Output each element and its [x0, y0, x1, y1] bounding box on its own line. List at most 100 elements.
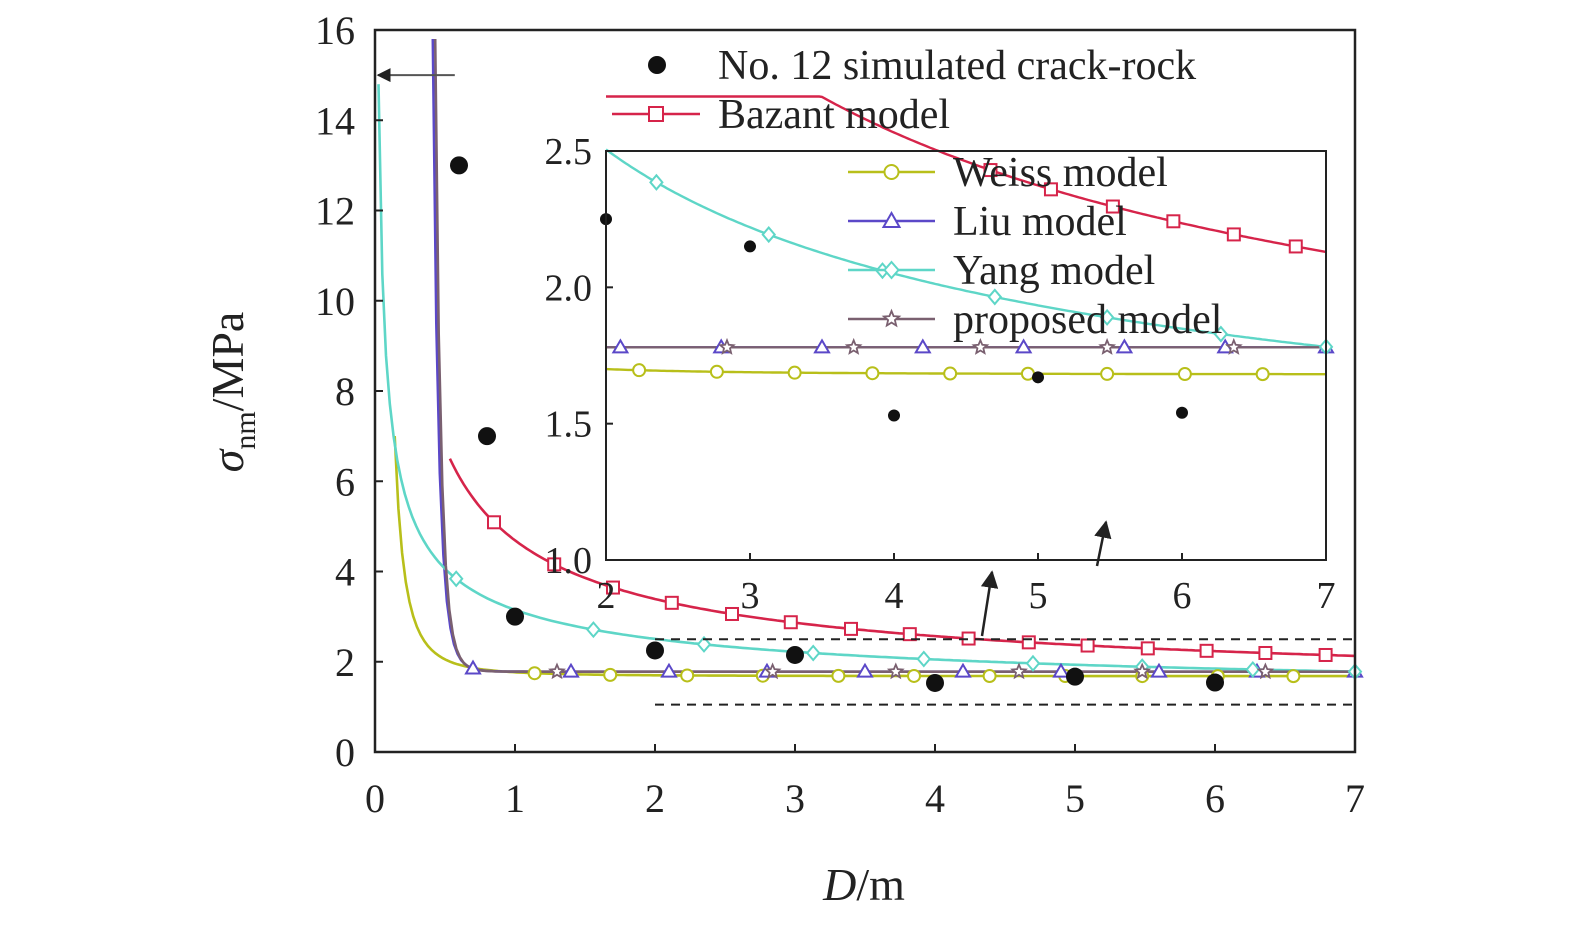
main-data-point — [1066, 667, 1084, 686]
legend-label-weiss-model: Weiss model — [953, 150, 1168, 196]
inset-marker-weiss-model — [1177, 367, 1192, 382]
inset-marker-weiss-model — [1255, 367, 1270, 382]
inset-x-tick-label-2: 2 — [597, 575, 616, 617]
annotation-arrows — [376, 68, 1112, 637]
x-tick-label-5: 5 — [1065, 776, 1085, 821]
inset-frame — [605, 150, 1327, 561]
main-marker-liu-model — [464, 659, 482, 675]
legend-marker-no-12-simulated-crack-rock — [648, 56, 666, 74]
legend-label-proposed-model: proposed model — [953, 297, 1222, 343]
main-marker-weiss-model — [982, 669, 997, 684]
inset-x-tick-label-7: 7 — [1317, 575, 1336, 617]
inset-marker-proposed-model — [971, 337, 990, 355]
x-tick-label-0: 0 — [365, 776, 385, 821]
zoom-arrow-left — [980, 570, 999, 637]
main-marker-weiss-model — [603, 667, 618, 682]
inset-curve-weiss-model — [605, 367, 1326, 376]
x-tick-label-2: 2 — [645, 776, 665, 821]
main-marker-bazant-model — [547, 557, 562, 572]
y-tick-label-16: 16 — [315, 8, 355, 53]
y-axis-subscript: nm — [229, 411, 262, 449]
inset-y-tick-label-2-5: 2.5 — [545, 131, 593, 173]
inset-marker-bazant-model — [1105, 199, 1120, 214]
main-marker-yang-model — [805, 644, 821, 662]
y-tick-label-0: 0 — [335, 730, 355, 775]
inset-marker-bazant-model — [1043, 182, 1058, 197]
inset-curve-yang-model — [605, 148, 1327, 349]
inset-marker-bazant-model — [1288, 239, 1303, 254]
main-marker-bazant-model — [1080, 638, 1095, 653]
legend-item-proposed-model: proposed model — [848, 297, 1222, 343]
main-data-point — [786, 645, 804, 664]
x-tick-label-3: 3 — [785, 776, 805, 821]
x-tick-label-4: 4 — [925, 776, 945, 821]
inset-marker-liu-model — [1115, 338, 1134, 354]
legend-item-weiss-model: Weiss model — [848, 150, 1168, 196]
main-marker-yang-model — [448, 570, 464, 588]
x-tick-label-6: 6 — [1205, 776, 1225, 821]
main-data-point — [478, 427, 496, 446]
main-marker-liu-model — [562, 662, 580, 678]
main-marker-bazant-model — [487, 515, 501, 530]
legend-marker-yang-model — [883, 260, 900, 280]
main-marker-yang-model — [586, 621, 601, 639]
main-marker-bazant-model — [1318, 647, 1333, 662]
inset-marker-yang-model — [1213, 325, 1229, 343]
main-marker-bazant-model — [1140, 641, 1155, 656]
main-marker-weiss-model — [527, 666, 542, 681]
x-axis-unit: /m — [856, 859, 905, 910]
inset-marker-proposed-model — [1098, 337, 1117, 355]
legend-label-bazant-model: Bazant model — [718, 92, 950, 138]
inset-marker-yang-model — [649, 173, 664, 191]
main-marker-bazant-model — [664, 595, 679, 610]
main-marker-proposed-model — [1010, 662, 1028, 680]
main-marker-weiss-model — [831, 668, 846, 683]
legend-item-no-12-simulated-crack-rock: No. 12 simulated crack-rock — [648, 43, 1196, 89]
legend-label-yang-model: Yang model — [953, 248, 1155, 294]
legend-marker-liu-model — [881, 210, 902, 228]
main-marker-bazant-model — [725, 606, 739, 621]
inset-axis-ticks: 2 3 4 5 6 7 1.0 1.5 2.0 2.5 — [545, 131, 1336, 617]
y-axis-unit: /MPa — [202, 312, 253, 412]
y-tick-label-2: 2 — [335, 640, 355, 685]
inset-x-tick-label-6: 6 — [1173, 575, 1192, 617]
main-marker-bazant-model — [1199, 643, 1214, 658]
inset-x-tick-label-3: 3 — [741, 575, 760, 617]
inset-background — [606, 151, 1326, 560]
inset-data-point — [888, 409, 900, 422]
legend-label-liu-model: Liu model — [953, 199, 1127, 245]
inset-x-tick-label-4: 4 — [885, 575, 904, 617]
main-data-point — [1206, 673, 1224, 692]
y-tick-label-10: 10 — [315, 279, 355, 324]
main-plot-markers — [448, 156, 1364, 692]
legend-label-no-12-simulated-crack-rock: No. 12 simulated crack-rock — [718, 43, 1196, 89]
main-data-point — [646, 641, 664, 660]
main-marker-proposed-model — [886, 662, 905, 680]
inset-marker-weiss-model — [943, 366, 958, 381]
inset-plot-markers — [600, 163, 1335, 422]
main-marker-weiss-model — [680, 668, 695, 683]
main-marker-proposed-model — [1256, 662, 1275, 680]
main-marker-bazant-model — [1021, 635, 1036, 650]
x-tick-label-7: 7 — [1345, 776, 1365, 821]
main-marker-weiss-model — [1286, 669, 1301, 684]
y-tick-label-8: 8 — [335, 369, 355, 414]
x-axis-label: D/m — [822, 859, 905, 910]
y-tick-label-6: 6 — [335, 459, 355, 504]
inset-marker-yang-model — [761, 226, 777, 244]
main-marker-bazant-model — [1258, 645, 1273, 660]
inset-marker-weiss-model — [787, 365, 802, 380]
main-marker-proposed-model — [763, 662, 782, 680]
legend-item-bazant-model: Bazant model — [612, 92, 950, 138]
main-marker-liu-model — [856, 662, 874, 678]
main-data-point — [450, 156, 468, 175]
main-marker-yang-model — [696, 635, 712, 653]
y-tick-label-12: 12 — [315, 189, 355, 234]
y-axis-symbol: σ — [202, 447, 253, 472]
legend-marker-weiss-model — [883, 164, 900, 180]
inset-marker-weiss-model — [1100, 366, 1115, 381]
main-marker-bazant-model — [606, 580, 620, 595]
